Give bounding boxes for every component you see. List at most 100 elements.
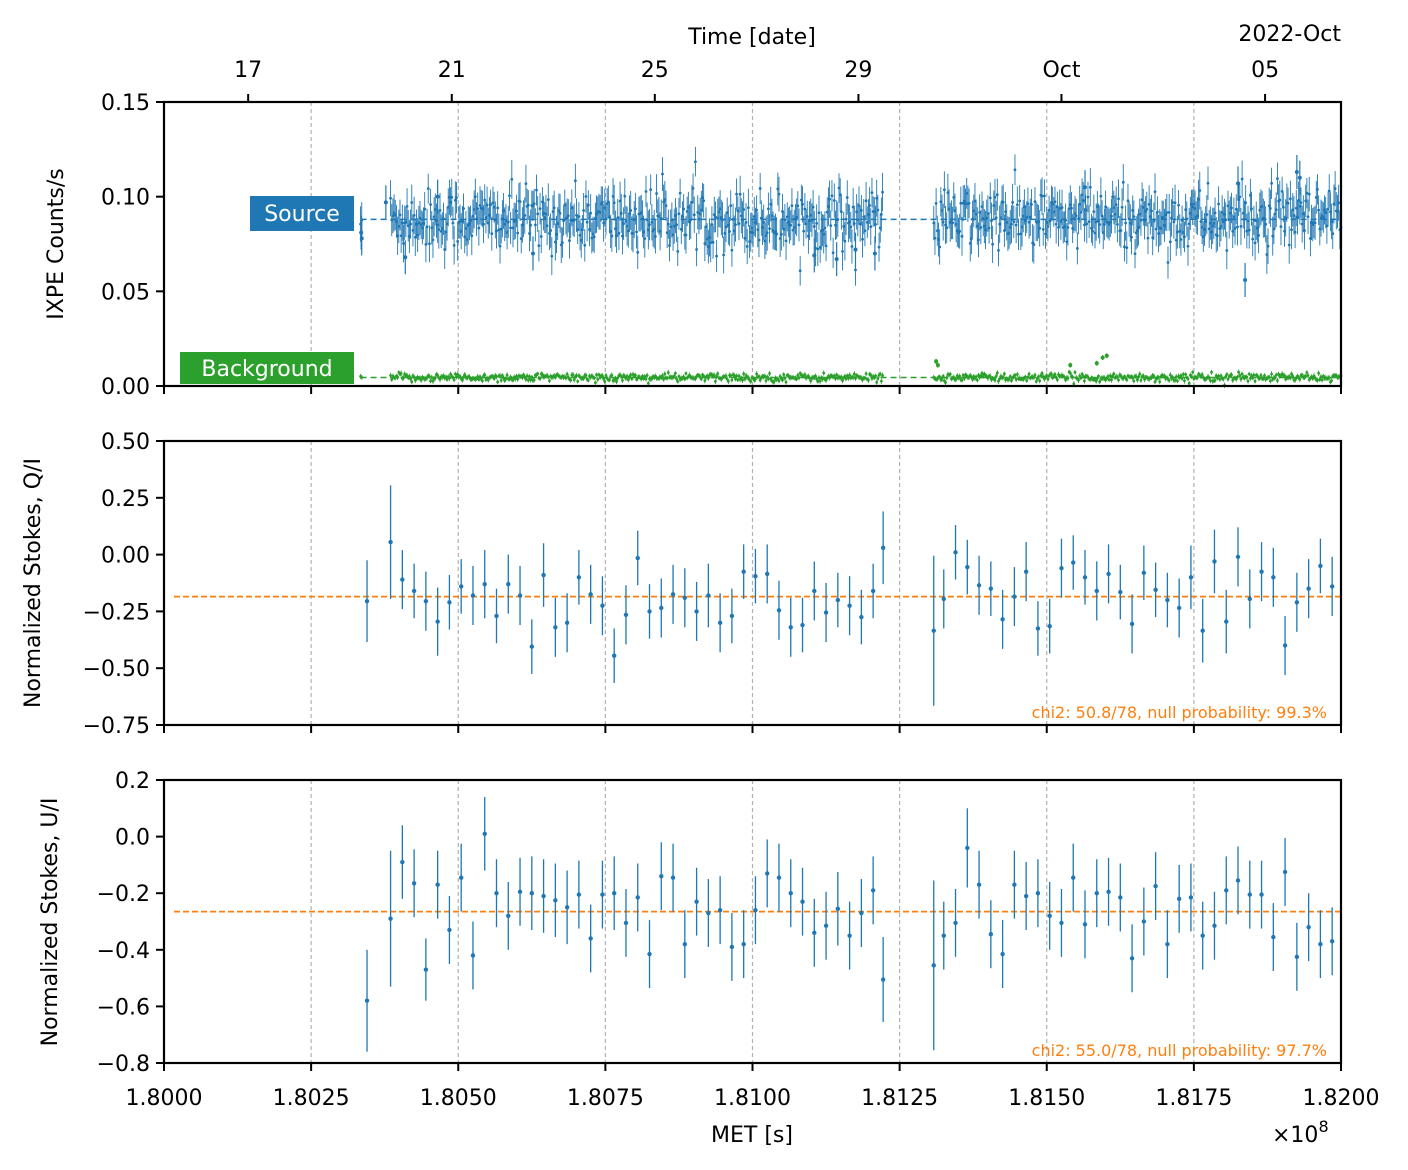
count-point [526,378,530,382]
count-point [505,230,509,234]
count-point [1232,215,1236,219]
count-point [945,376,949,380]
count-point [475,377,478,381]
count-point [852,222,856,225]
count-point [1264,222,1268,226]
ylabel-q: Normalized Stokes, Q/I [21,458,46,708]
count-point [577,215,581,218]
count-point [746,376,750,380]
count-point [590,236,594,240]
count-point [697,217,701,221]
count-point [1294,206,1298,210]
count-point [510,177,514,181]
count-point [1278,198,1282,202]
stokes-point [823,610,829,615]
y-tick-label: 0.50 [101,430,150,455]
count-point [1273,376,1277,380]
count-point [484,215,488,219]
count-point [702,199,706,203]
count-point [448,376,451,380]
count-point [861,237,864,241]
count-point [1022,205,1026,209]
count-point [706,376,710,380]
stokes-point [1224,888,1229,893]
count-point [1105,377,1109,380]
count-point [1132,215,1136,219]
count-point [666,371,670,375]
count-point [478,375,482,379]
count-point [1205,213,1209,216]
count-point [1261,377,1265,381]
count-point [1197,197,1200,201]
count-point [881,190,884,194]
count-point [1319,375,1323,379]
count-point [1014,223,1018,227]
count-point [444,230,448,234]
y-tick-label: −0.8 [97,1052,150,1077]
count-point [1091,229,1095,233]
count-point [1214,374,1218,378]
stokes-point [870,888,876,893]
count-point [1072,382,1076,386]
count-point [665,231,669,235]
count-point [1216,234,1219,237]
count-point [978,211,982,214]
stokes-point [635,895,640,900]
count-point [958,374,962,378]
stokes-point [753,573,758,579]
count-point [621,234,624,238]
count-point [659,217,663,220]
y-tick-label: 0.00 [101,375,150,400]
count-point [532,378,536,382]
count-point [975,378,979,382]
count-point [677,374,681,378]
stokes-point [482,581,487,587]
count-point [1186,377,1190,381]
count-point [663,372,667,376]
count-point [662,377,666,381]
count-point [536,212,540,216]
count-point [691,187,695,190]
count-point [1192,202,1196,206]
count-point [672,374,676,378]
count-point [1027,220,1031,224]
count-point [552,206,556,210]
count-point [420,226,424,230]
count-point [758,378,762,382]
count-point [629,209,633,212]
count-point [822,232,826,236]
count-point [779,232,783,236]
count-point [633,207,637,211]
count-point [425,225,429,229]
count-point [1099,194,1103,198]
count-point [857,204,861,207]
count-point [1170,216,1173,220]
count-point [867,378,870,382]
count-point [396,234,400,238]
count-point [741,218,744,222]
count-point [723,231,727,235]
count-point [1108,374,1112,378]
count-point [506,220,510,224]
count-point [1093,231,1097,235]
count-point [516,231,520,235]
count-point [766,377,770,380]
count-point [1226,204,1230,208]
stokes-point [1212,923,1217,928]
stokes-point [1271,575,1276,580]
count-point [520,375,524,379]
count-point [408,374,411,378]
count-point [1033,200,1037,204]
count-point [591,232,595,236]
count-point [1256,226,1259,230]
count-point [616,216,620,220]
count-point [1300,373,1304,377]
stokes-point [1176,896,1182,902]
count-point [724,225,728,229]
count-point [451,221,455,225]
count-point [1137,225,1140,229]
count-point [706,245,710,249]
count-point [972,209,976,213]
count-point [613,227,617,231]
count-point [821,228,824,232]
